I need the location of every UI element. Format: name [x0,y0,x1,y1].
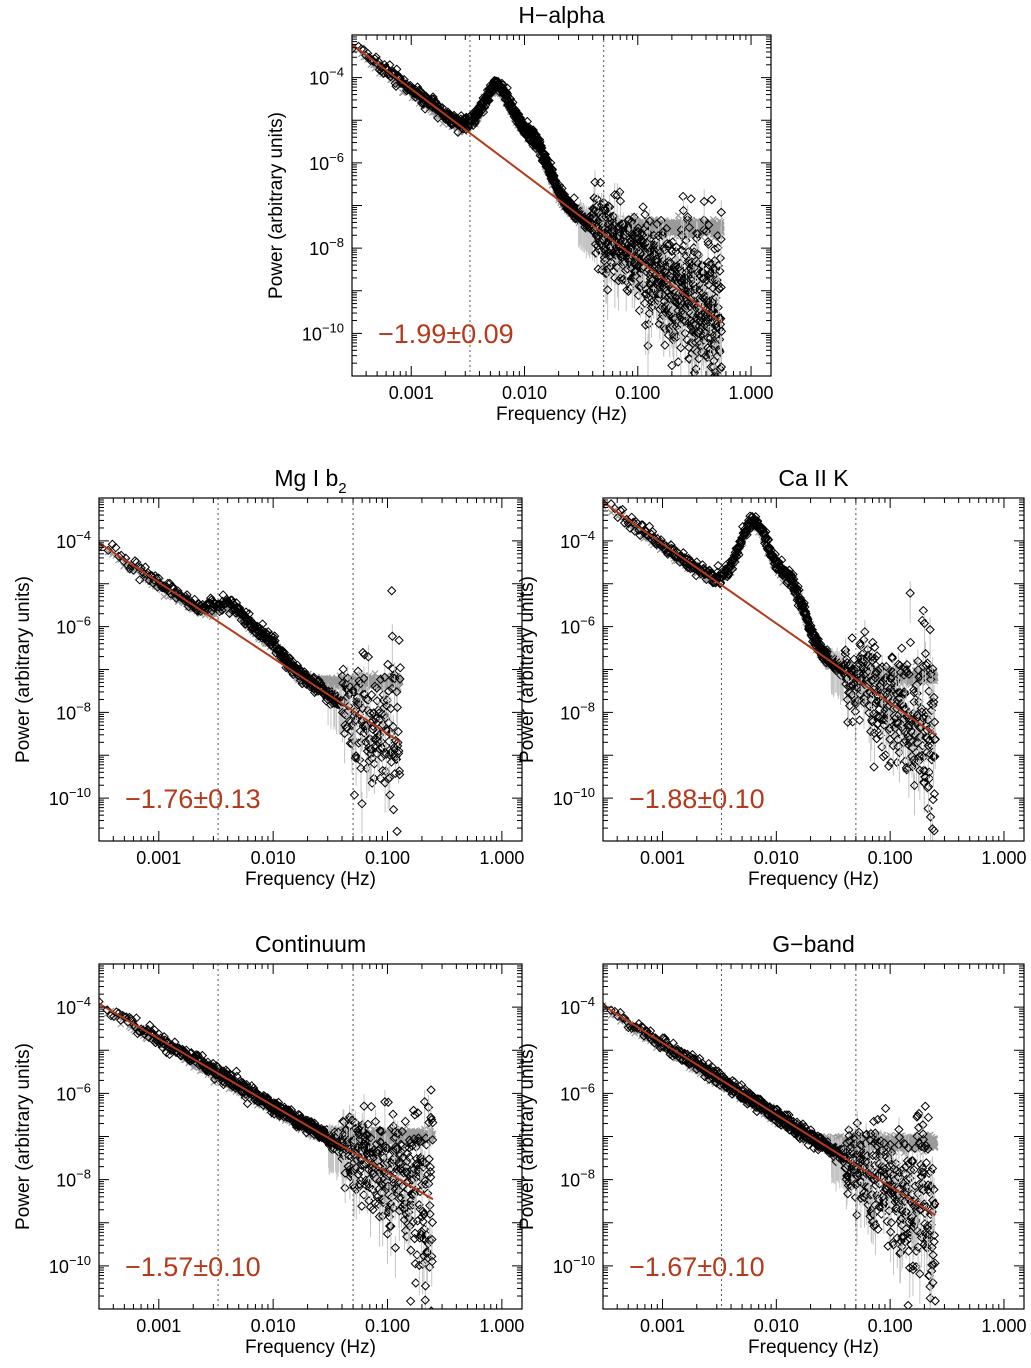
y-tick-label: 10−6 [309,150,344,174]
data-point [638,202,648,212]
y-tick-exponent: −6 [329,150,344,165]
data-point [717,404,725,412]
x-tick-label: 0.010 [502,383,547,403]
data-point [338,664,348,674]
y-tick-label: 10−8 [309,235,344,259]
data-point [714,392,722,400]
chart-title: H−alpha [518,2,605,28]
data-point [634,305,645,316]
data-point [382,64,392,74]
data-point [483,95,493,106]
data-point [715,444,723,452]
data-point [704,377,712,385]
data-point [706,194,717,205]
data-point [686,194,696,204]
data-point [708,395,716,403]
y-tick-exponent: −10 [322,320,344,335]
plot-area [352,41,727,483]
data-point [698,387,706,395]
data-point [710,378,718,386]
data-point [713,401,721,409]
data-point [693,389,701,397]
data-point [640,298,650,308]
data-point [478,107,489,117]
data-point [715,406,723,414]
y-axis-label: Power (arbitrary units) [266,112,287,299]
noise-marker [160,593,168,600]
panel-mg-i-b2: 0.001 0.010 0.100 1.00010−410−610−810−10Mg … [13,465,524,890]
data-point [716,407,724,415]
x-tick-label: 1.000 [729,383,774,403]
data-point [388,804,399,815]
y-tick-exponent: −4 [329,65,344,80]
x-tick-label: 0.100 [615,383,660,403]
data-point [484,95,494,106]
x-axis-label: Frequency (Hz) [496,404,627,425]
data-point [387,586,397,596]
data-point [703,379,711,387]
data-point [366,55,376,66]
data-point [349,790,360,800]
data-point [392,64,402,74]
data-point [482,95,492,105]
data-point [710,475,718,483]
data-point [660,340,670,350]
data-point [502,83,512,93]
data-point [697,379,705,387]
y-tick-exponent: −8 [329,235,344,250]
data-point [717,383,725,391]
data-point [712,380,720,388]
panel-h-alpha: 0.001 0.010 0.100 1.000 10−4 10−6 10−8 10−10 H−a… [266,2,774,483]
data-point [479,102,490,112]
y-tick-label: 10−4 [309,65,344,89]
noise-marker [674,212,682,219]
y-tick-label: 10−10 [302,320,344,344]
data-point [385,60,395,70]
slope-annotation: −1.99±0.09 [378,319,514,349]
power-law-fit-line [352,43,723,324]
data-point [475,108,485,118]
data-point [356,44,367,54]
x-tick-label: 0.001 [389,383,434,403]
data-point [715,393,723,401]
data-point [691,409,699,417]
